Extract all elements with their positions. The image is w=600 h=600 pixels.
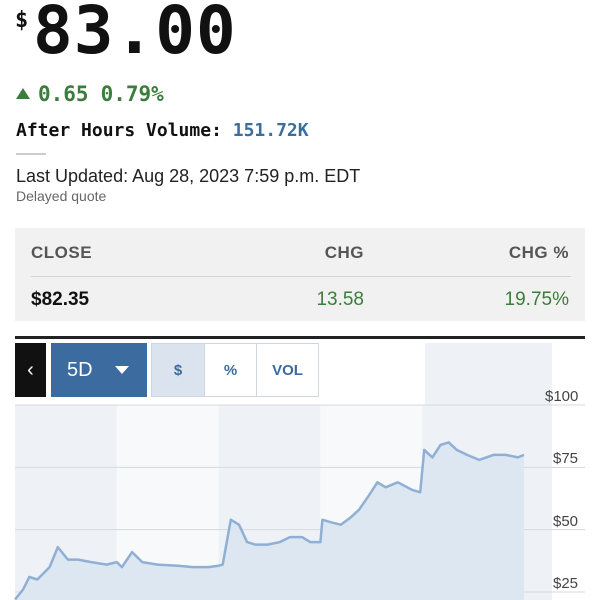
last-price: 83.00 xyxy=(33,0,237,69)
chart-back-button[interactable]: ‹ xyxy=(15,343,46,397)
price-area xyxy=(15,442,524,600)
last-updated: Last Updated: Aug 28, 2023 7:59 p.m. EDT xyxy=(16,166,361,186)
close-header: CLOSE xyxy=(31,243,93,262)
y-tick-label: $100 xyxy=(545,388,579,405)
price-line xyxy=(14,441,525,600)
change-percent: 0.79% xyxy=(100,82,164,106)
chg-percent-header: CHG % xyxy=(508,243,569,262)
chevron-left-icon: ‹ xyxy=(27,358,34,381)
mode-percent-button[interactable]: % xyxy=(204,343,257,397)
close-value: $82.35 xyxy=(31,289,90,310)
up-arrow-icon xyxy=(16,87,30,99)
caret-down-icon xyxy=(114,366,129,374)
chg-header: CHG xyxy=(324,243,364,262)
after-hours-label: After Hours Volume: xyxy=(16,120,222,141)
day-band xyxy=(425,343,524,405)
table-divider xyxy=(31,276,571,277)
delayed-quote-note: Delayed quote xyxy=(16,188,107,204)
chg-percent-value: 19.75% xyxy=(504,289,569,310)
change-value: 0.65 xyxy=(38,82,89,106)
day-band xyxy=(524,343,552,600)
y-tick-label: $50 xyxy=(553,512,579,530)
period-dropdown[interactable]: 5D xyxy=(51,343,147,397)
after-hours-volume-value: 151.72K xyxy=(232,120,309,141)
price-change: 0.65 0.79% xyxy=(16,82,164,106)
currency-symbol: $ xyxy=(15,8,29,33)
divider xyxy=(16,153,46,155)
chg-value: 13.58 xyxy=(316,289,364,310)
after-hours-volume: After Hours Volume: 151.72K xyxy=(16,120,309,141)
close-summary-table: CLOSE CHG CHG % $82.35 13.58 19.75% xyxy=(15,228,585,321)
period-label: 5D xyxy=(67,358,93,381)
mode-volume-button[interactable]: VOL xyxy=(256,343,319,397)
y-tick-label: $25 xyxy=(553,575,579,592)
y-tick-label: $75 xyxy=(553,450,579,468)
chart-top-rule xyxy=(15,336,585,339)
price-chart xyxy=(14,343,585,600)
